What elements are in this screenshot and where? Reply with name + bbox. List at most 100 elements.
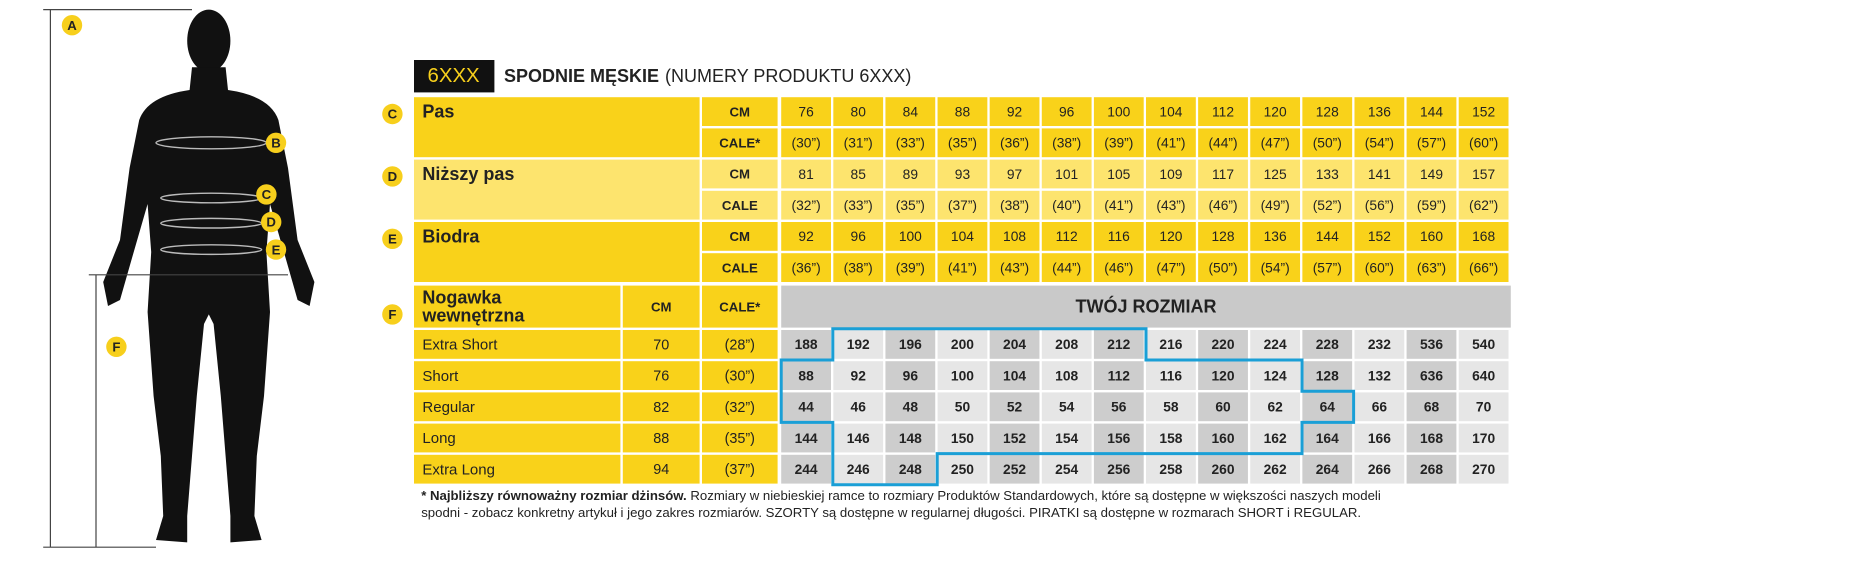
size: 536 bbox=[1420, 337, 1443, 352]
cell bbox=[1458, 392, 1509, 422]
cell bbox=[1302, 97, 1353, 127]
letter-badge bbox=[382, 166, 403, 187]
cell bbox=[1250, 222, 1301, 251]
value: (54”) bbox=[1261, 260, 1290, 275]
value: 116 bbox=[1108, 229, 1130, 244]
value: (46”) bbox=[1104, 260, 1133, 275]
cell bbox=[1458, 159, 1509, 189]
inseam-cm: 76 bbox=[653, 369, 669, 385]
cell bbox=[1302, 423, 1353, 453]
inseam-name: Long bbox=[422, 430, 455, 447]
cell bbox=[989, 361, 1040, 391]
cell bbox=[1458, 454, 1509, 484]
cell bbox=[937, 392, 988, 422]
cell bbox=[1250, 330, 1301, 359]
dimension-lines bbox=[43, 9, 289, 548]
size: 212 bbox=[1107, 337, 1130, 352]
cell bbox=[1198, 159, 1248, 189]
cell bbox=[833, 97, 884, 127]
cell bbox=[1041, 97, 1092, 127]
cell bbox=[1406, 128, 1457, 158]
cell bbox=[1146, 361, 1196, 391]
value: (49”) bbox=[1261, 198, 1290, 213]
cell bbox=[885, 330, 936, 359]
value: 84 bbox=[903, 104, 919, 119]
size: 204 bbox=[1003, 337, 1026, 352]
cell bbox=[702, 361, 778, 391]
head bbox=[187, 9, 231, 73]
size: 208 bbox=[1055, 337, 1078, 352]
value: (60”) bbox=[1365, 260, 1394, 275]
value: (30”) bbox=[792, 136, 821, 151]
size: 270 bbox=[1472, 462, 1495, 477]
value: 157 bbox=[1472, 167, 1495, 182]
cell bbox=[781, 253, 832, 283]
value: 136 bbox=[1368, 104, 1391, 119]
size: 68 bbox=[1424, 400, 1440, 415]
size: 244 bbox=[795, 462, 818, 477]
value: 152 bbox=[1472, 104, 1495, 119]
letter-badge bbox=[382, 103, 403, 125]
size: 258 bbox=[1159, 462, 1182, 477]
letter: F bbox=[112, 339, 120, 354]
cell bbox=[1146, 190, 1196, 220]
unit: CALE* bbox=[719, 135, 761, 150]
inseam-cale: (28”) bbox=[725, 337, 755, 353]
cell bbox=[702, 253, 778, 283]
cell bbox=[989, 392, 1040, 422]
value: 101 bbox=[1055, 167, 1078, 182]
value: (35”) bbox=[948, 136, 977, 151]
cell bbox=[781, 222, 832, 251]
cell bbox=[833, 159, 884, 189]
value: (57”) bbox=[1313, 260, 1342, 275]
cell bbox=[885, 128, 936, 158]
size: 262 bbox=[1264, 462, 1287, 477]
cell bbox=[1093, 222, 1144, 251]
cell bbox=[1406, 361, 1457, 391]
cell bbox=[1041, 253, 1092, 283]
column-header: CM bbox=[651, 299, 672, 314]
size: 640 bbox=[1472, 368, 1495, 383]
cell bbox=[989, 190, 1040, 220]
cell bbox=[833, 190, 884, 220]
value: (59”) bbox=[1417, 198, 1446, 213]
cell bbox=[937, 454, 988, 484]
value: 76 bbox=[798, 104, 814, 119]
value: (46”) bbox=[1208, 198, 1237, 213]
cell bbox=[1250, 190, 1301, 220]
value: 109 bbox=[1159, 167, 1182, 182]
value: (63”) bbox=[1417, 260, 1446, 275]
cell bbox=[1406, 253, 1457, 283]
cell bbox=[1458, 97, 1509, 127]
subtitle: (NUMERY PRODUKTU 6XXX) bbox=[665, 66, 911, 86]
size: 254 bbox=[1055, 462, 1078, 477]
cell bbox=[702, 128, 778, 158]
cell bbox=[1093, 253, 1144, 283]
value: (36”) bbox=[1000, 136, 1029, 151]
value: (47”) bbox=[1156, 260, 1185, 275]
letter-badge bbox=[106, 336, 127, 358]
size: 70 bbox=[1476, 400, 1492, 415]
title: SPODNIE MĘSKIE (NUMERY PRODUKTU 6XXX) bbox=[504, 66, 911, 86]
value: 128 bbox=[1316, 104, 1339, 119]
cell bbox=[833, 423, 884, 453]
figure bbox=[43, 9, 315, 548]
size: 250 bbox=[951, 462, 974, 477]
cell bbox=[414, 330, 621, 359]
size: 132 bbox=[1368, 368, 1391, 383]
size: 88 bbox=[798, 368, 814, 383]
size: 146 bbox=[847, 431, 870, 446]
value: (41”) bbox=[948, 260, 977, 275]
value: (35”) bbox=[896, 198, 925, 213]
cell bbox=[702, 222, 778, 251]
cell bbox=[1302, 361, 1353, 391]
letter: C bbox=[262, 187, 272, 202]
cell bbox=[885, 253, 936, 283]
unit: CM bbox=[730, 229, 751, 244]
cell bbox=[1458, 361, 1509, 391]
size: 52 bbox=[1007, 400, 1023, 415]
value: (41”) bbox=[1156, 136, 1185, 151]
value: (60”) bbox=[1469, 136, 1498, 151]
value: 149 bbox=[1420, 167, 1443, 182]
cell bbox=[1198, 423, 1248, 453]
